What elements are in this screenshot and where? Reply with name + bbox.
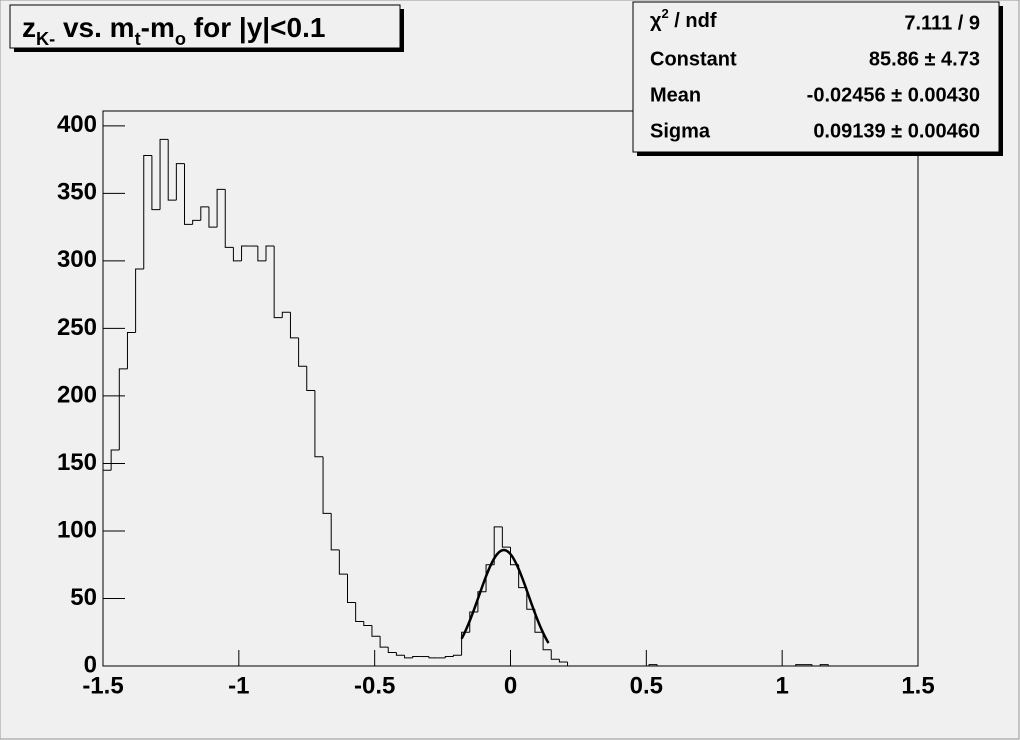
- y-tick-label: 0: [84, 651, 97, 678]
- histogram-bin: [232, 247, 242, 262]
- histogram-bin: [102, 469, 112, 666]
- stats-name: Mean: [650, 84, 701, 106]
- y-tick-label: 100: [57, 516, 97, 543]
- text-part: t: [135, 29, 141, 49]
- histogram-bin: [330, 513, 340, 551]
- x-tick-label: 1: [775, 672, 788, 699]
- histogram-bin: [322, 456, 332, 514]
- histogram-bin: [534, 609, 544, 633]
- text-part: o: [175, 29, 186, 49]
- histogram-bin: [347, 574, 356, 604]
- histogram-bin: [469, 611, 478, 633]
- histogram-bin: [371, 625, 381, 637]
- histogram-bin: [452, 654, 462, 657]
- histogram-bin: [265, 245, 275, 261]
- histogram-bin: [110, 449, 120, 471]
- histogram-bin: [827, 664, 837, 667]
- histogram-bin: [151, 155, 161, 211]
- histogram-bin: [281, 311, 291, 318]
- histogram-bin: [143, 155, 152, 269]
- histogram-bin: [208, 206, 218, 228]
- histogram-bin: [314, 390, 324, 458]
- histogram-bin: [795, 664, 804, 666]
- x-tick-label: -0.5: [354, 672, 395, 699]
- histogram-bin: [558, 659, 568, 663]
- text-part: / ndf: [669, 10, 717, 32]
- y-tick-label: 150: [57, 449, 97, 476]
- text-part: χ: [650, 10, 662, 32]
- x-tick-label: 0.5: [630, 672, 663, 699]
- histogram-bin: [175, 163, 185, 201]
- text-part: 2: [662, 6, 669, 21]
- y-tick-label: 50: [70, 584, 97, 611]
- stats-name: Constant: [650, 48, 737, 70]
- stats-value: 85.86 ± 4.73: [869, 48, 980, 70]
- histogram-bin: [819, 664, 829, 666]
- stats-value: -0.02456 ± 0.00430: [807, 84, 980, 106]
- stats-header-value: 7.111 / 9: [904, 12, 980, 34]
- histogram-bin: [811, 664, 821, 667]
- histogram-bin: [273, 246, 283, 319]
- histogram-bin: [412, 656, 421, 658]
- y-tick-label: 400: [57, 111, 97, 138]
- histogram-bin: [428, 656, 438, 659]
- histogram-bin: [257, 246, 266, 262]
- plot-frame: [102, 110, 919, 667]
- histogram-bin: [518, 564, 527, 589]
- y-tick-label: 350: [57, 179, 97, 206]
- histogram-bin: [192, 219, 201, 225]
- text-part: z: [22, 12, 36, 43]
- histogram-bin: [444, 656, 454, 658]
- histogram-bin: [135, 268, 144, 333]
- histogram-bin: [126, 331, 136, 369]
- x-tick-label: -1: [228, 672, 249, 699]
- x-tick-label: 1.5: [901, 672, 934, 699]
- histogram-bin: [298, 337, 307, 367]
- stats-value: 0.09139 ± 0.00460: [813, 120, 980, 142]
- histogram-bin: [289, 312, 299, 339]
- text-part: for |y|<0.1: [186, 12, 325, 43]
- text-part: K-: [36, 29, 55, 49]
- histogram-bin: [159, 138, 169, 210]
- histogram-bin: [567, 661, 576, 667]
- stats-name: Sigma: [650, 120, 711, 142]
- histogram-bin: [501, 526, 511, 548]
- histogram-bin: [387, 647, 397, 653]
- histogram-bin: [184, 163, 193, 225]
- text-part: -m: [141, 12, 175, 43]
- x-tick-label: 0: [504, 672, 517, 699]
- chart-title: zK- vs. mt-mo for |y|<0.1: [22, 12, 325, 48]
- y-tick-label: 250: [57, 314, 97, 341]
- histogram-bin: [395, 652, 405, 656]
- x-tick-label: -1.5: [82, 672, 123, 699]
- histogram-bin: [355, 602, 364, 622]
- histogram-bin: [306, 366, 315, 392]
- histogram-bin: [550, 649, 560, 660]
- histogram-bin: [477, 591, 487, 612]
- fit-curve: [460, 548, 550, 644]
- histogram-bin: [461, 631, 470, 656]
- histogram-bin: [338, 549, 348, 575]
- histogram-bin: [216, 188, 226, 228]
- histogram-bin: [224, 189, 234, 248]
- y-tick-label: 300: [57, 246, 97, 273]
- histogram-bin: [167, 139, 177, 201]
- histogram-bin: [656, 664, 666, 667]
- histogram-bin: [404, 655, 413, 659]
- histogram-bin: [493, 526, 503, 565]
- histogram-bin: [118, 368, 128, 450]
- stats-box: [632, 1, 1000, 153]
- histogram-bin: [363, 621, 372, 626]
- histogram-bin: [379, 636, 389, 648]
- histogram-bin: [200, 206, 209, 221]
- text-part: vs. m: [55, 12, 134, 43]
- stats-header: χ2 / ndf: [650, 6, 717, 32]
- y-tick-label: 200: [57, 381, 97, 408]
- histogram-bin: [542, 632, 552, 651]
- title-box: [9, 4, 401, 49]
- histogram-bin: [241, 245, 250, 261]
- histogram-bin: [648, 664, 658, 666]
